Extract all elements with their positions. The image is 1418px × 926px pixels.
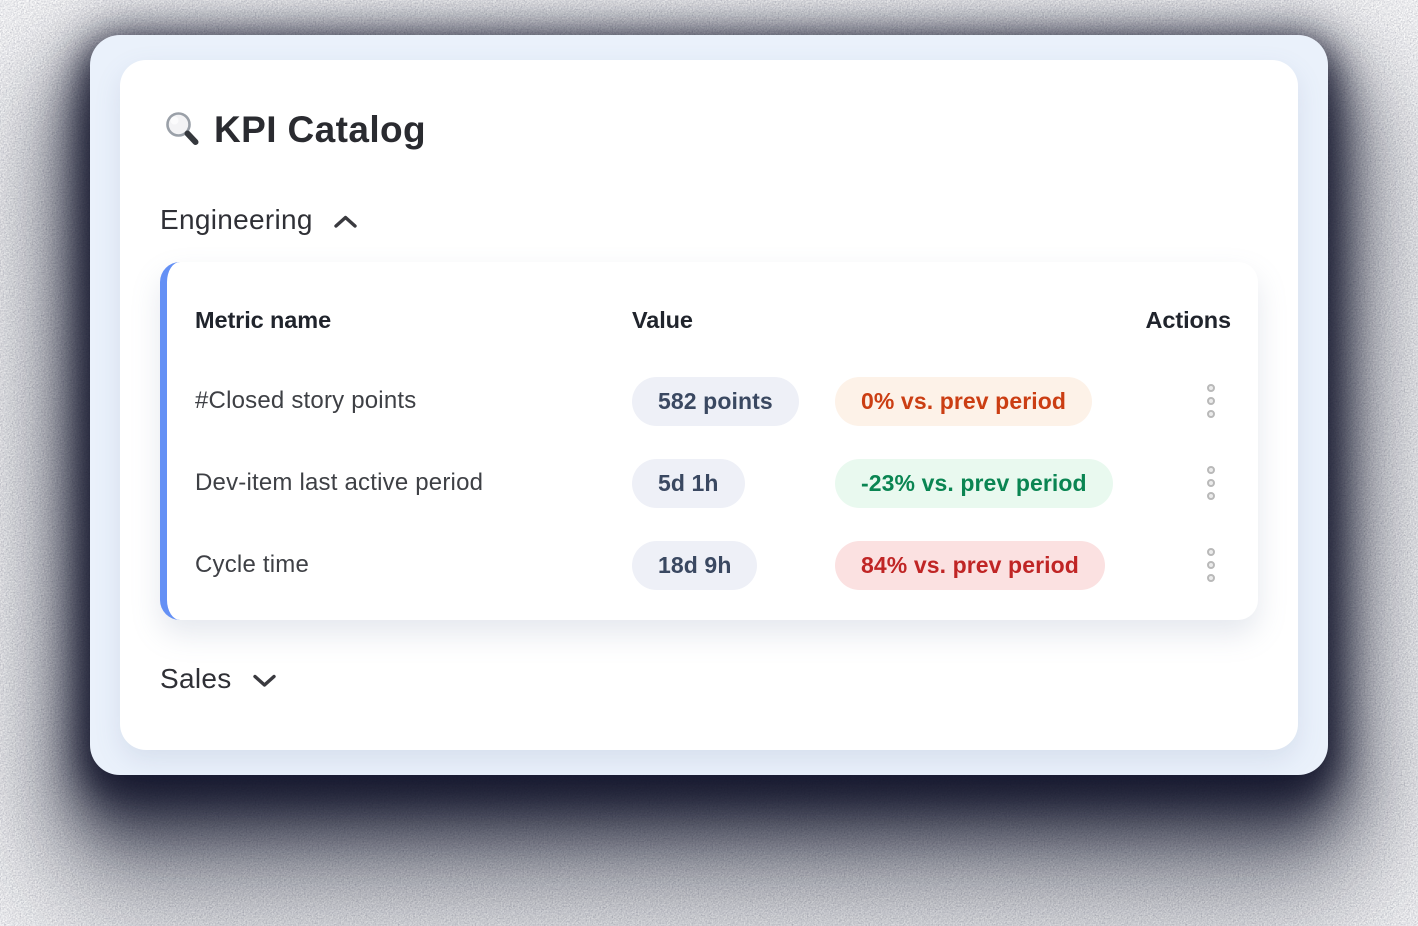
table-row: Dev-item last active period: [195, 442, 632, 524]
change-badge: 0% vs. prev period: [835, 376, 1093, 426]
metric-name: Cycle time: [195, 551, 310, 578]
metric-name: Dev-item last active period: [195, 469, 484, 496]
chevron-up-icon: [334, 215, 357, 228]
kpi-catalog-panel: KPI Catalog Engineering Metric name Valu…: [120, 60, 1298, 750]
kebab-menu-icon[interactable]: [1201, 460, 1221, 506]
actions-cell: [1191, 524, 1231, 606]
page-title: KPI Catalog: [162, 104, 426, 156]
column-header-actions: Actions: [1145, 306, 1232, 333]
search-icon: [166, 112, 199, 145]
kpi-table: Metric name Value Actions #Closed story …: [160, 262, 1258, 620]
actions-cell: [1191, 442, 1231, 524]
value-badge: 18d 9h: [632, 540, 758, 590]
column-header-metric: Metric name: [195, 306, 332, 333]
kebab-menu-icon[interactable]: [1201, 378, 1221, 424]
metric-name: #Closed story points: [195, 387, 417, 414]
section-header-engineering[interactable]: Engineering: [160, 201, 358, 239]
change-badge: -23% vs. prev period: [835, 458, 1113, 508]
value-cell: 18d 9h: [632, 524, 835, 606]
change-cell: 84% vs. prev period: [835, 524, 1191, 606]
section-label: Engineering: [160, 204, 313, 235]
table-row: #Closed story points: [195, 360, 632, 442]
value-cell: 5d 1h: [632, 442, 835, 524]
chevron-down-icon: [252, 674, 276, 687]
page-title-text: KPI Catalog: [214, 109, 427, 150]
value-badge: 582 points: [632, 376, 799, 426]
actions-cell: [1191, 360, 1231, 442]
table-row: Cycle time: [195, 524, 632, 606]
section-label: Sales: [160, 663, 232, 694]
column-header-value: Value: [632, 306, 693, 333]
change-badge: 84% vs. prev period: [835, 540, 1105, 590]
kebab-menu-icon[interactable]: [1201, 542, 1221, 588]
value-badge: 5d 1h: [632, 458, 745, 508]
section-header-sales[interactable]: Sales: [160, 660, 277, 698]
change-cell: 0% vs. prev period: [835, 360, 1191, 442]
value-cell: 582 points: [632, 360, 835, 442]
change-cell: -23% vs. prev period: [835, 442, 1191, 524]
app-window: KPI Catalog Engineering Metric name Valu…: [90, 35, 1328, 775]
